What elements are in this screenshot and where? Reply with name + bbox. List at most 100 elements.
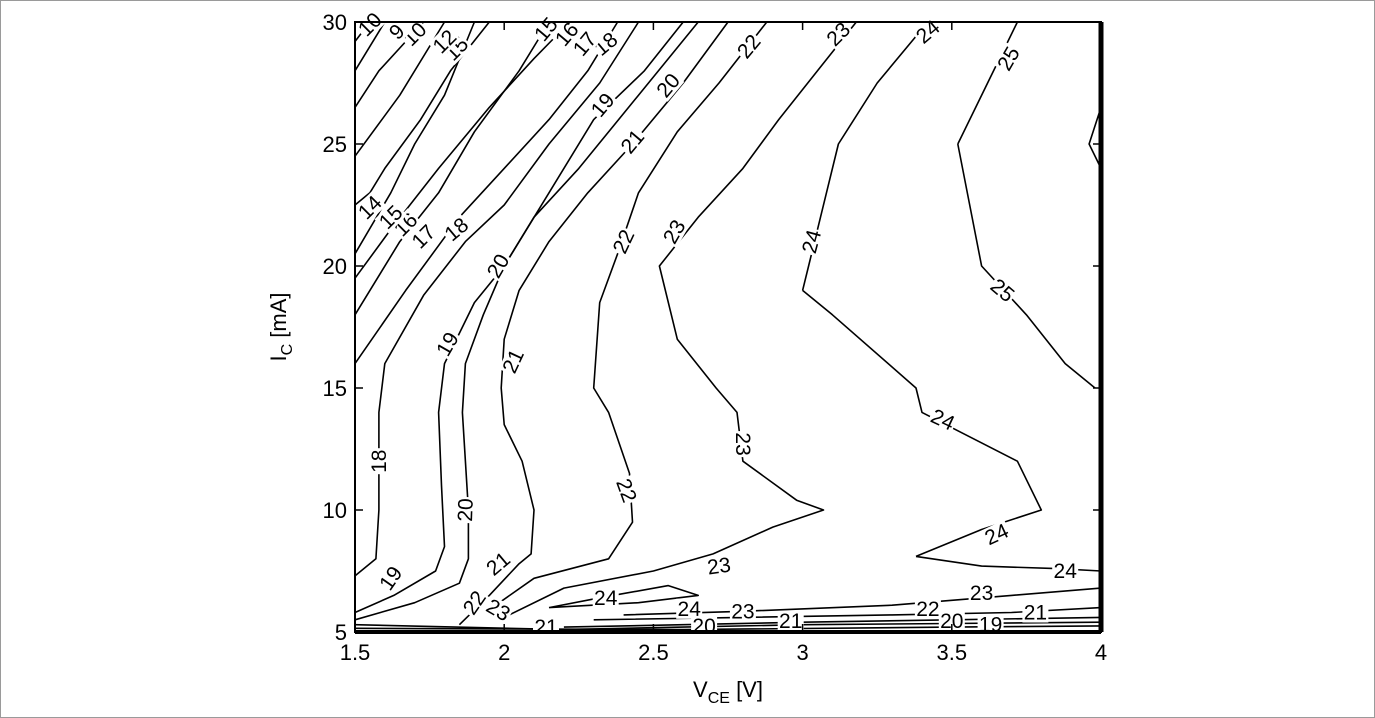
- y-tick-label: 15: [323, 376, 347, 401]
- contour-label-text: 24: [594, 587, 618, 610]
- contour-label-bg: [454, 496, 476, 524]
- contour-label-text: 20: [940, 610, 963, 633]
- contour-label-text: 24: [981, 519, 1012, 550]
- x-axis-label: VCE [V]: [693, 677, 763, 707]
- contour-label-2: 20: [454, 496, 478, 524]
- contour-line-24-9: [548, 584, 699, 609]
- contour-label-6: 21: [533, 616, 559, 639]
- contour-line-25-11: [957, 21, 1019, 145]
- contour-label-bg: [432, 327, 463, 361]
- contour-line-18-0: [354, 21, 640, 577]
- y-tick-labels: 5 10 15 20 25 30: [323, 10, 347, 645]
- contour-label-text: 24: [1054, 560, 1078, 583]
- contour-label-text: 23: [659, 216, 691, 248]
- contour-label-bg: [704, 554, 734, 578]
- contour-label-bg: [483, 249, 514, 283]
- contour-label-bg: [374, 200, 408, 234]
- contour-label-text: 23: [822, 18, 855, 51]
- contour-label-11: 21: [777, 610, 804, 633]
- x-axis-label-unit: [V]: [730, 677, 763, 702]
- contour-label-7: 24: [592, 587, 619, 610]
- contour-label-bg: [586, 88, 619, 122]
- y-tick-label: 20: [323, 254, 347, 279]
- contour-label-text: 24: [678, 598, 702, 621]
- contour-label-0: 18: [368, 448, 391, 475]
- contour-label-bg: [732, 431, 753, 458]
- contour-label-text: 23: [970, 582, 993, 605]
- contour-label-20: 23: [704, 554, 734, 580]
- contour-label-bg: [676, 598, 703, 619]
- contour-label-bg: [729, 601, 756, 622]
- contour-label-bg: [440, 213, 473, 246]
- y-axis-label-unit: [mA]: [266, 292, 291, 343]
- contour-line-23-13: [623, 587, 1102, 616]
- contour-label-text: 25: [986, 274, 1019, 307]
- contour-line-16-21: [354, 21, 571, 279]
- contour-label-bg: [993, 42, 1024, 75]
- contour-label-bg: [592, 587, 619, 608]
- y-axis-label: IC [mA]: [266, 292, 296, 361]
- contour-label-text: 22: [916, 598, 939, 621]
- contour-label-bg: [458, 586, 491, 620]
- contour-label-35: 20: [483, 249, 515, 283]
- contour-label-text: 23: [731, 600, 754, 623]
- contour-line-25-12: [1088, 107, 1102, 169]
- y-axis-label-sub: C: [279, 344, 296, 356]
- x-tick-label: 2: [498, 640, 510, 665]
- contour-label-bg: [986, 274, 1019, 307]
- contour-label-3: 21: [481, 547, 515, 580]
- contour-label-21: 22: [611, 474, 641, 507]
- contour-line-13-19: [354, 21, 476, 255]
- contour-label-bg: [612, 474, 641, 507]
- contour-label-text: 20: [454, 498, 478, 522]
- contour-label-bg: [375, 561, 407, 595]
- contour-line-19-1: [354, 21, 684, 614]
- contour-label-bg: [822, 17, 855, 51]
- contour-label-bg: [777, 611, 804, 631]
- contour-line-24-7: [802, 289, 1043, 558]
- x-tick-label: 2.5: [638, 640, 669, 665]
- contour-label-27: 23: [659, 215, 691, 249]
- contour-line-17-22: [354, 21, 619, 365]
- contour-label-bg: [926, 405, 959, 435]
- contour-label-12: 22: [914, 598, 941, 621]
- contour-label-bg: [911, 15, 945, 48]
- contour-label-25: 24: [798, 226, 826, 257]
- contour-label-bg: [568, 27, 601, 61]
- contour-line-25-10: [957, 143, 1096, 389]
- contour-label-text: 21: [779, 610, 802, 633]
- contour-label-bg: [481, 594, 515, 626]
- contour-line-20-2: [354, 21, 699, 621]
- contour-label-text: 23: [706, 554, 732, 580]
- contour-label-19: 24: [926, 405, 959, 436]
- contour-label-bg: [368, 448, 389, 475]
- contour-label-text: 20: [692, 615, 715, 638]
- contour-label-28: 22: [609, 225, 639, 258]
- contour-line-24-8: [915, 555, 1102, 572]
- contour-label-text: 24: [912, 16, 945, 49]
- contour-label-bg: [616, 125, 649, 158]
- x-tick-label: 3.5: [937, 640, 968, 665]
- contour-label-bg: [1052, 561, 1079, 581]
- y-tick-label: 25: [323, 132, 347, 157]
- x-axis-label-sub: CE: [708, 690, 730, 707]
- contour-label-text: 24: [927, 405, 958, 436]
- contour-label-bg: [980, 519, 1013, 549]
- contour-label-text: 25: [993, 43, 1025, 75]
- y-tick-label: 30: [323, 10, 347, 35]
- contour-line-10-25: [354, 21, 386, 72]
- contour-label-bg: [798, 226, 825, 257]
- contour-line-21-3: [458, 21, 729, 626]
- y-axis-label-main: I: [266, 355, 291, 361]
- y-tick-label: 5: [335, 620, 347, 645]
- contour-label-24: 25: [993, 42, 1025, 75]
- contour-line-19-17: [354, 625, 1102, 631]
- contour-label-bg: [384, 19, 410, 45]
- x-tick-label: 1.5: [340, 640, 371, 665]
- contour-label-text: 20: [483, 250, 515, 282]
- y-tick-label: 10: [323, 498, 347, 523]
- contour-label-bg: [428, 25, 461, 58]
- contour-label-text: 23: [731, 432, 754, 455]
- x-tick-labels: 1.5 2 2.5 3 3.5 4: [340, 640, 1107, 665]
